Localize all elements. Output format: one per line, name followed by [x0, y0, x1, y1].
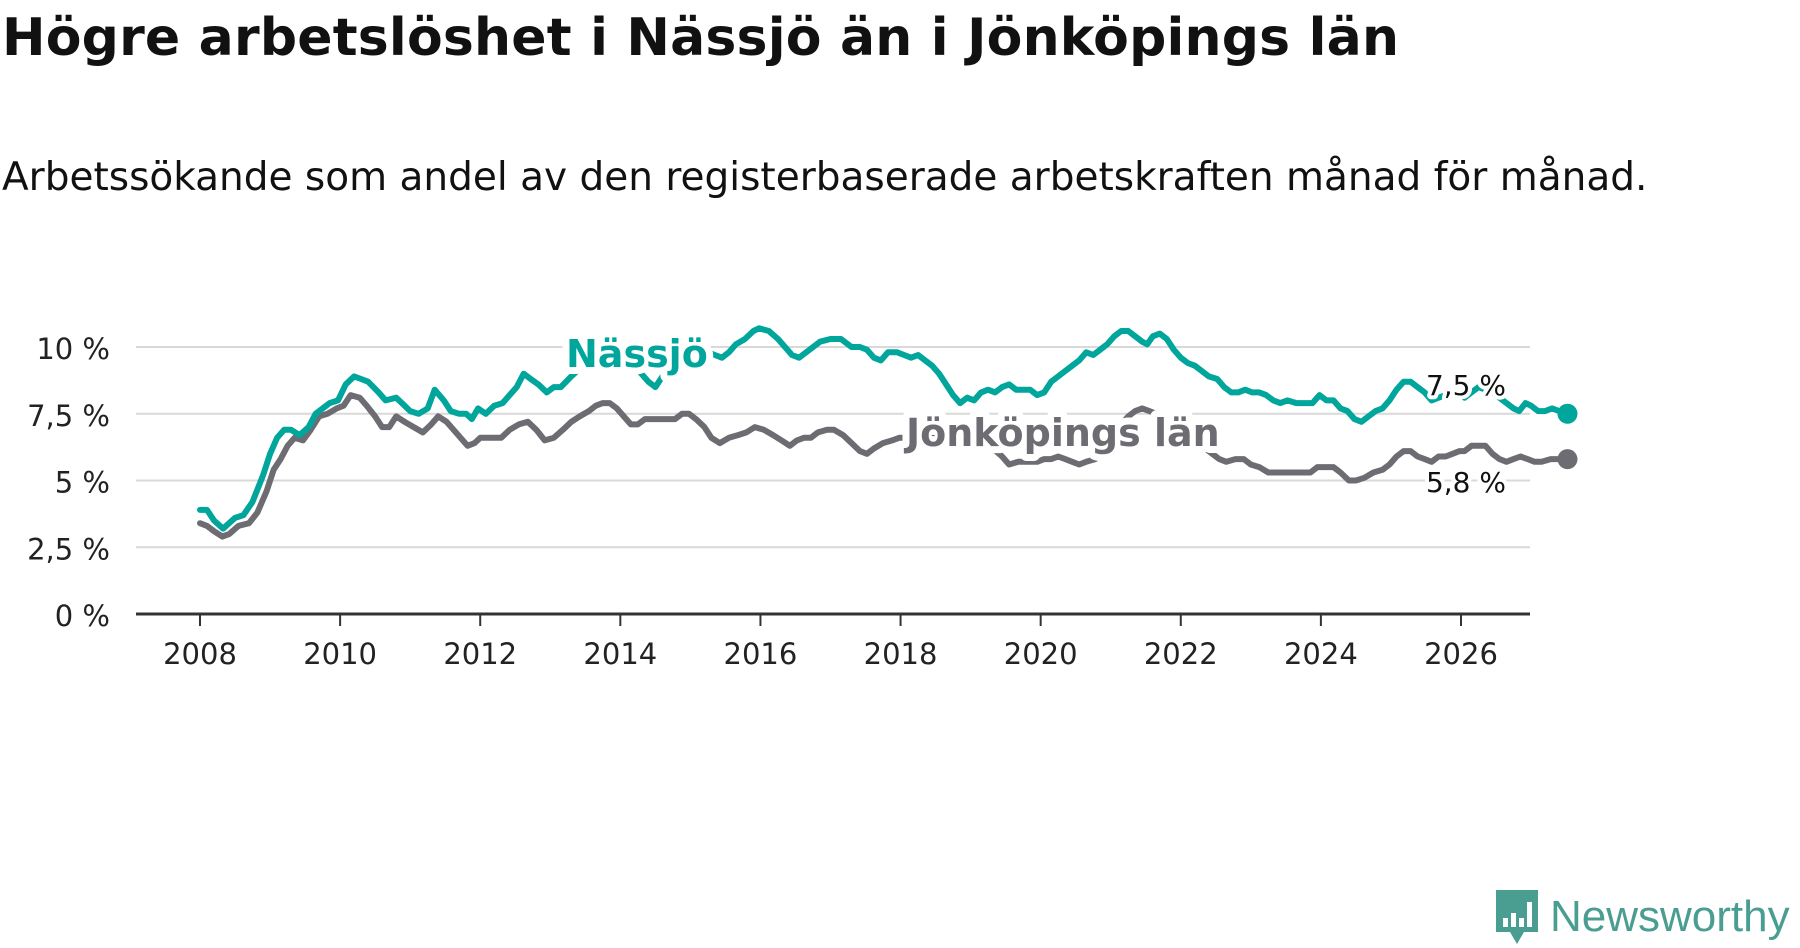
x-tick-label: 2022	[1144, 637, 1218, 671]
series-line-jonkopings-lan	[197, 392, 1571, 540]
x-tick-label: 2016	[724, 637, 798, 671]
end-point-nassjo	[1557, 403, 1578, 424]
series-label-jonkopings-lan-halo: Jönköpings län	[903, 411, 1220, 455]
x-axis: 2008 2010 2012 2014 2016 2018 2020 2022 2024 2026	[136, 612, 1530, 671]
series-label-nassjo-halo: Nässjö	[566, 332, 708, 376]
x-tick-label: 2012	[443, 637, 517, 671]
x-tick-label: 2008	[163, 637, 237, 671]
newsworthy-logo: Newsworthy	[1494, 888, 1790, 946]
end-label-nassjo-halo: 7,5 %	[1426, 369, 1506, 402]
end-point-jonkopings-lan	[1557, 449, 1578, 470]
page-subtitle: Arbetssökande som andel av den registerb…	[2, 155, 1648, 200]
x-tick-label: 2014	[583, 637, 657, 671]
end-label-jonkopings-lan: 5,8 %	[1426, 466, 1506, 499]
gridlines	[136, 346, 1530, 549]
y-tick-label: 2,5 %	[27, 532, 110, 566]
y-tick-label: 0 %	[55, 599, 110, 633]
series-lines	[197, 325, 1578, 540]
y-tick-label: 7,5 %	[27, 399, 110, 433]
series-label-jonkopings-lan: Jönköpings län	[903, 411, 1220, 455]
x-tick-label: 2026	[1424, 637, 1498, 671]
end-label-nassjo: 7,5 %	[1426, 369, 1506, 402]
x-tick-label: 2020	[1004, 637, 1078, 671]
series-label-nassjo: Nässjö	[566, 332, 708, 376]
y-tick-label: 5 %	[55, 466, 110, 500]
end-label-jonkopings-lan-halo: 5,8 %	[1426, 466, 1506, 499]
page-title: Högre arbetslöshet i Nässjö än i Jönköpi…	[2, 8, 1400, 68]
series-line-nassjo	[197, 325, 1571, 532]
x-tick-label: 2018	[864, 637, 938, 671]
x-tick-label: 2010	[303, 637, 377, 671]
y-axis-tick-labels: 0 % 2,5 % 5 % 7,5 % 10 %	[27, 332, 110, 633]
y-tick-label: 10 %	[36, 332, 110, 366]
x-tick-label: 2024	[1284, 637, 1358, 671]
bar-chart-logo-icon	[1496, 890, 1538, 944]
logo-text: Newsworthy	[1550, 892, 1790, 941]
